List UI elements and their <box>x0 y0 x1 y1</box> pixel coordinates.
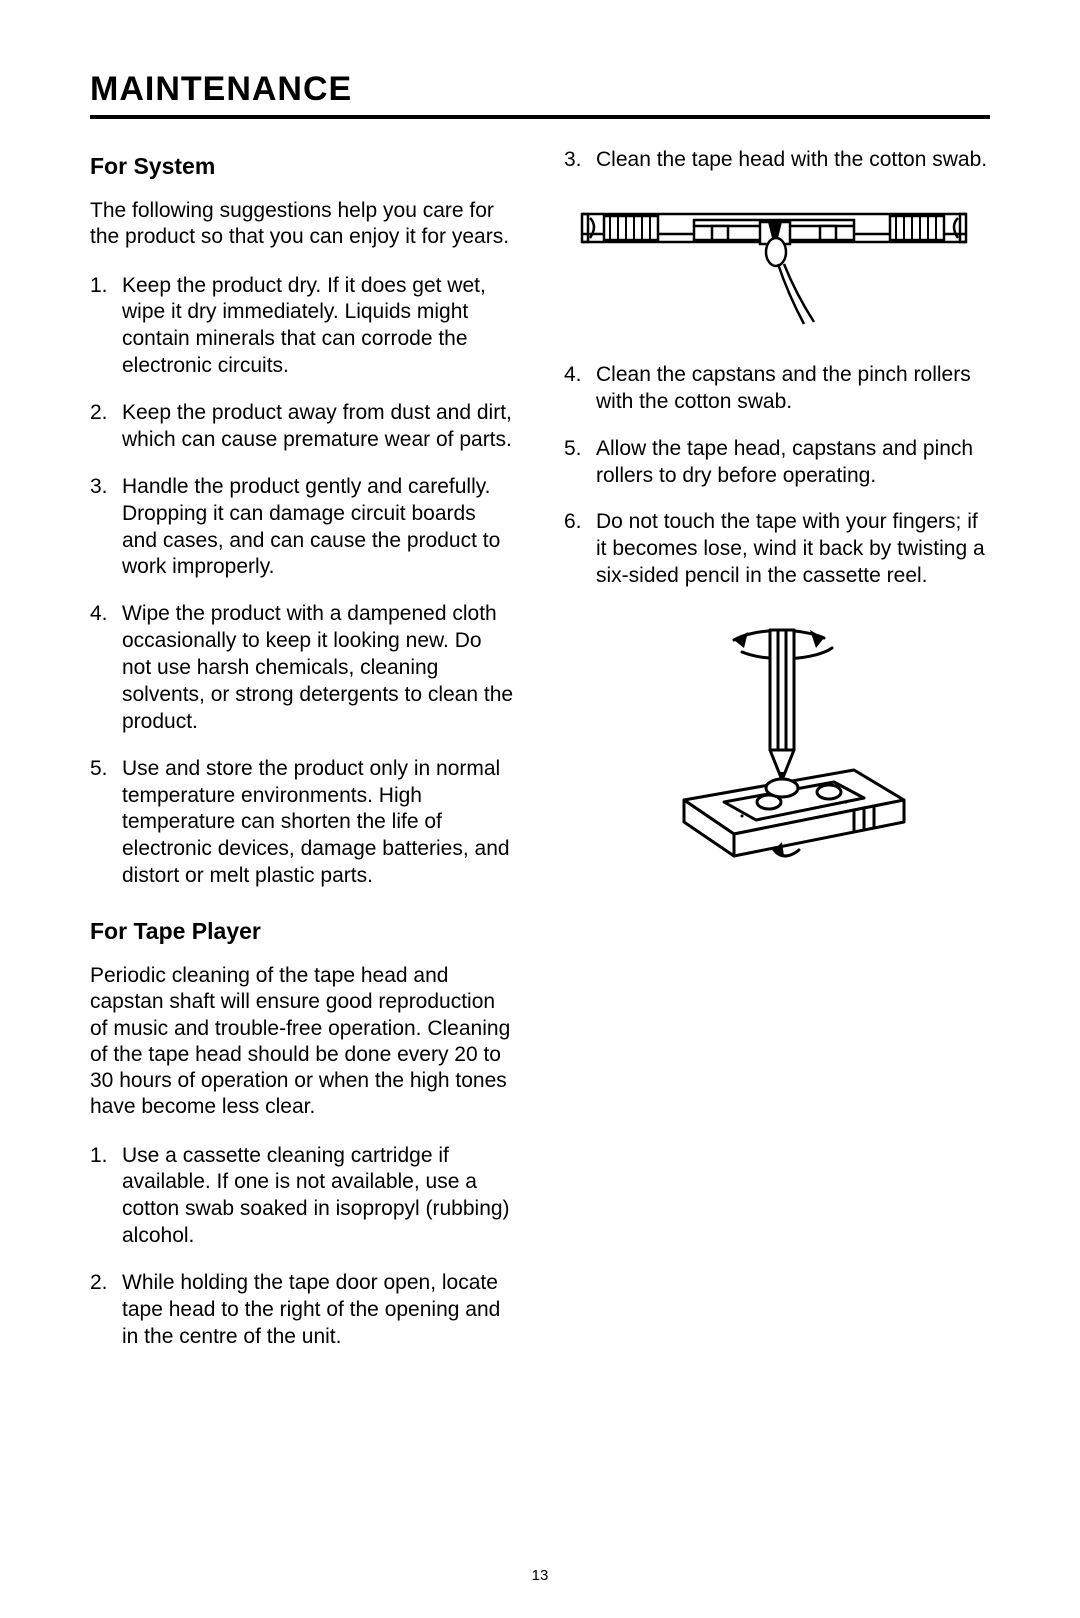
list-item-text: Use and store the product only in normal… <box>122 757 510 888</box>
list-item: 4.Clean the capstans and the pinch rolle… <box>564 362 990 416</box>
intro-for-tape-player: Periodic cleaning of the tape head and c… <box>90 963 516 1121</box>
list-item-text: Clean the capstans and the pinch rollers… <box>596 363 971 413</box>
list-item: 1.Use a cassette cleaning cartridge if a… <box>90 1143 516 1251</box>
list-item-text: Keep the product away from dust and dirt… <box>122 401 512 451</box>
list-item-text: Use a cassette cleaning cartridge if ava… <box>122 1144 510 1248</box>
illustration-tape-head <box>564 194 990 334</box>
list-item: 2.While holding the tape door open, loca… <box>90 1270 516 1351</box>
list-tape-continued-a: 3.Clean the tape head with the cotton sw… <box>564 147 990 174</box>
title-divider <box>90 115 990 119</box>
list-item: 3.Handle the product gently and carefull… <box>90 474 516 582</box>
illustration-cassette-pencil <box>624 610 990 870</box>
list-item: 5.Use and store the product only in norm… <box>90 756 516 890</box>
left-column: For System The following suggestions hel… <box>90 147 516 1371</box>
list-item-text: Handle the product gently and carefully.… <box>122 475 500 579</box>
list-item-text: Allow the tape head, capstans and pinch … <box>596 437 973 487</box>
list-item-text: Keep the product dry. If it does get wet… <box>122 274 486 378</box>
page-number: 13 <box>0 1567 1080 1584</box>
list-item: 3.Clean the tape head with the cotton sw… <box>564 147 990 174</box>
list-item: 5.Allow the tape head, capstans and pinc… <box>564 436 990 490</box>
list-item: 2.Keep the product away from dust and di… <box>90 400 516 454</box>
right-column: 3.Clean the tape head with the cotton sw… <box>564 147 990 1371</box>
content-columns: For System The following suggestions hel… <box>90 147 990 1371</box>
list-item-text: While holding the tape door open, locate… <box>122 1271 500 1348</box>
page-title: MAINTENANCE <box>90 70 990 109</box>
tape-head-icon <box>564 194 984 334</box>
list-item-text: Do not touch the tape with your fingers;… <box>596 510 985 587</box>
heading-for-tape-player: For Tape Player <box>90 918 516 945</box>
list-item: 4.Wipe the product with a dampened cloth… <box>90 601 516 735</box>
cassette-pencil-icon <box>624 610 924 870</box>
intro-for-system: The following suggestions help you care … <box>90 198 516 251</box>
list-item-text: Clean the tape head with the cotton swab… <box>596 148 987 171</box>
list-tape-continued-b: 4.Clean the capstans and the pinch rolle… <box>564 362 990 590</box>
list-for-system: 1.Keep the product dry. If it does get w… <box>90 273 516 891</box>
list-item: 6.Do not touch the tape with your finger… <box>564 509 990 590</box>
heading-for-system: For System <box>90 153 516 180</box>
list-for-tape-player: 1.Use a cassette cleaning cartridge if a… <box>90 1143 516 1351</box>
list-item: 1.Keep the product dry. If it does get w… <box>90 273 516 381</box>
list-item-text: Wipe the product with a dampened cloth o… <box>122 602 513 733</box>
